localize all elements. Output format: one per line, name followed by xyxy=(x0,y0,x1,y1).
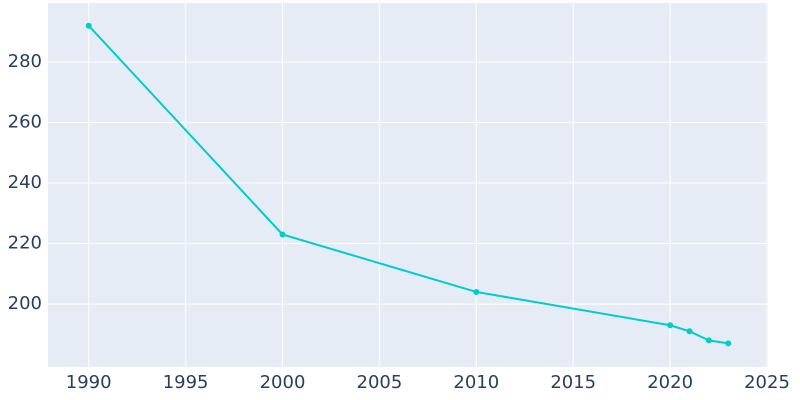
data-point xyxy=(686,328,693,335)
y-tick-label: 240 xyxy=(8,172,42,193)
x-tick-label: 2005 xyxy=(357,372,403,393)
data-point xyxy=(473,288,480,295)
x-tick-label: 2025 xyxy=(744,372,790,393)
data-point xyxy=(725,340,732,347)
x-tick-label: 2015 xyxy=(550,372,596,393)
y-tick-label: 220 xyxy=(8,233,42,254)
data-point xyxy=(279,231,286,238)
y-tick-label: 260 xyxy=(8,112,42,133)
y-tick-label: 200 xyxy=(8,293,42,314)
x-tick-label: 1990 xyxy=(66,372,112,393)
x-tick-label: 2010 xyxy=(453,372,499,393)
data-point xyxy=(667,322,674,329)
data-point xyxy=(85,22,92,29)
x-tick-label: 2000 xyxy=(260,372,306,393)
plot-area xyxy=(48,3,768,367)
x-tick-label: 1995 xyxy=(163,372,209,393)
x-tick-label: 2020 xyxy=(647,372,693,393)
data-point xyxy=(705,337,712,344)
y-tick-label: 280 xyxy=(8,51,42,72)
